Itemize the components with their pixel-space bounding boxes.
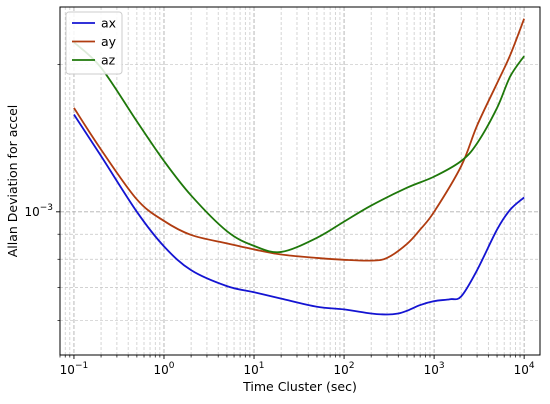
major-grid	[60, 7, 540, 355]
plot-frame	[59, 6, 541, 356]
legend: ax ay az	[65, 11, 123, 75]
x-tick-label: 104	[514, 361, 535, 377]
legend-box	[65, 11, 123, 75]
legend-label-ax: ax	[101, 16, 116, 31]
x-axis-ticks: 10−1 100 101 102 103 104	[59, 355, 535, 377]
x-tick-label: 102	[334, 361, 355, 377]
x-tick-label: 10−1	[60, 361, 89, 377]
y-axis-ticks: 10−3	[24, 64, 60, 321]
x-tick-label: 100	[153, 361, 174, 377]
x-tick-label: 103	[424, 361, 445, 377]
series-line-ay	[73, 18, 525, 262]
y-axis-label: Allan Deviation for accel	[5, 105, 20, 258]
legend-label-ay: ay	[101, 34, 117, 49]
series-line-ax	[73, 114, 525, 316]
x-axis-label: Time Cluster (sec)	[242, 379, 357, 394]
legend-label-az: az	[101, 53, 116, 68]
series-lines	[73, 18, 525, 316]
x-tick-label: 101	[244, 361, 265, 377]
series-line-az	[73, 41, 525, 254]
y-tick-label: 10−3	[24, 203, 53, 219]
